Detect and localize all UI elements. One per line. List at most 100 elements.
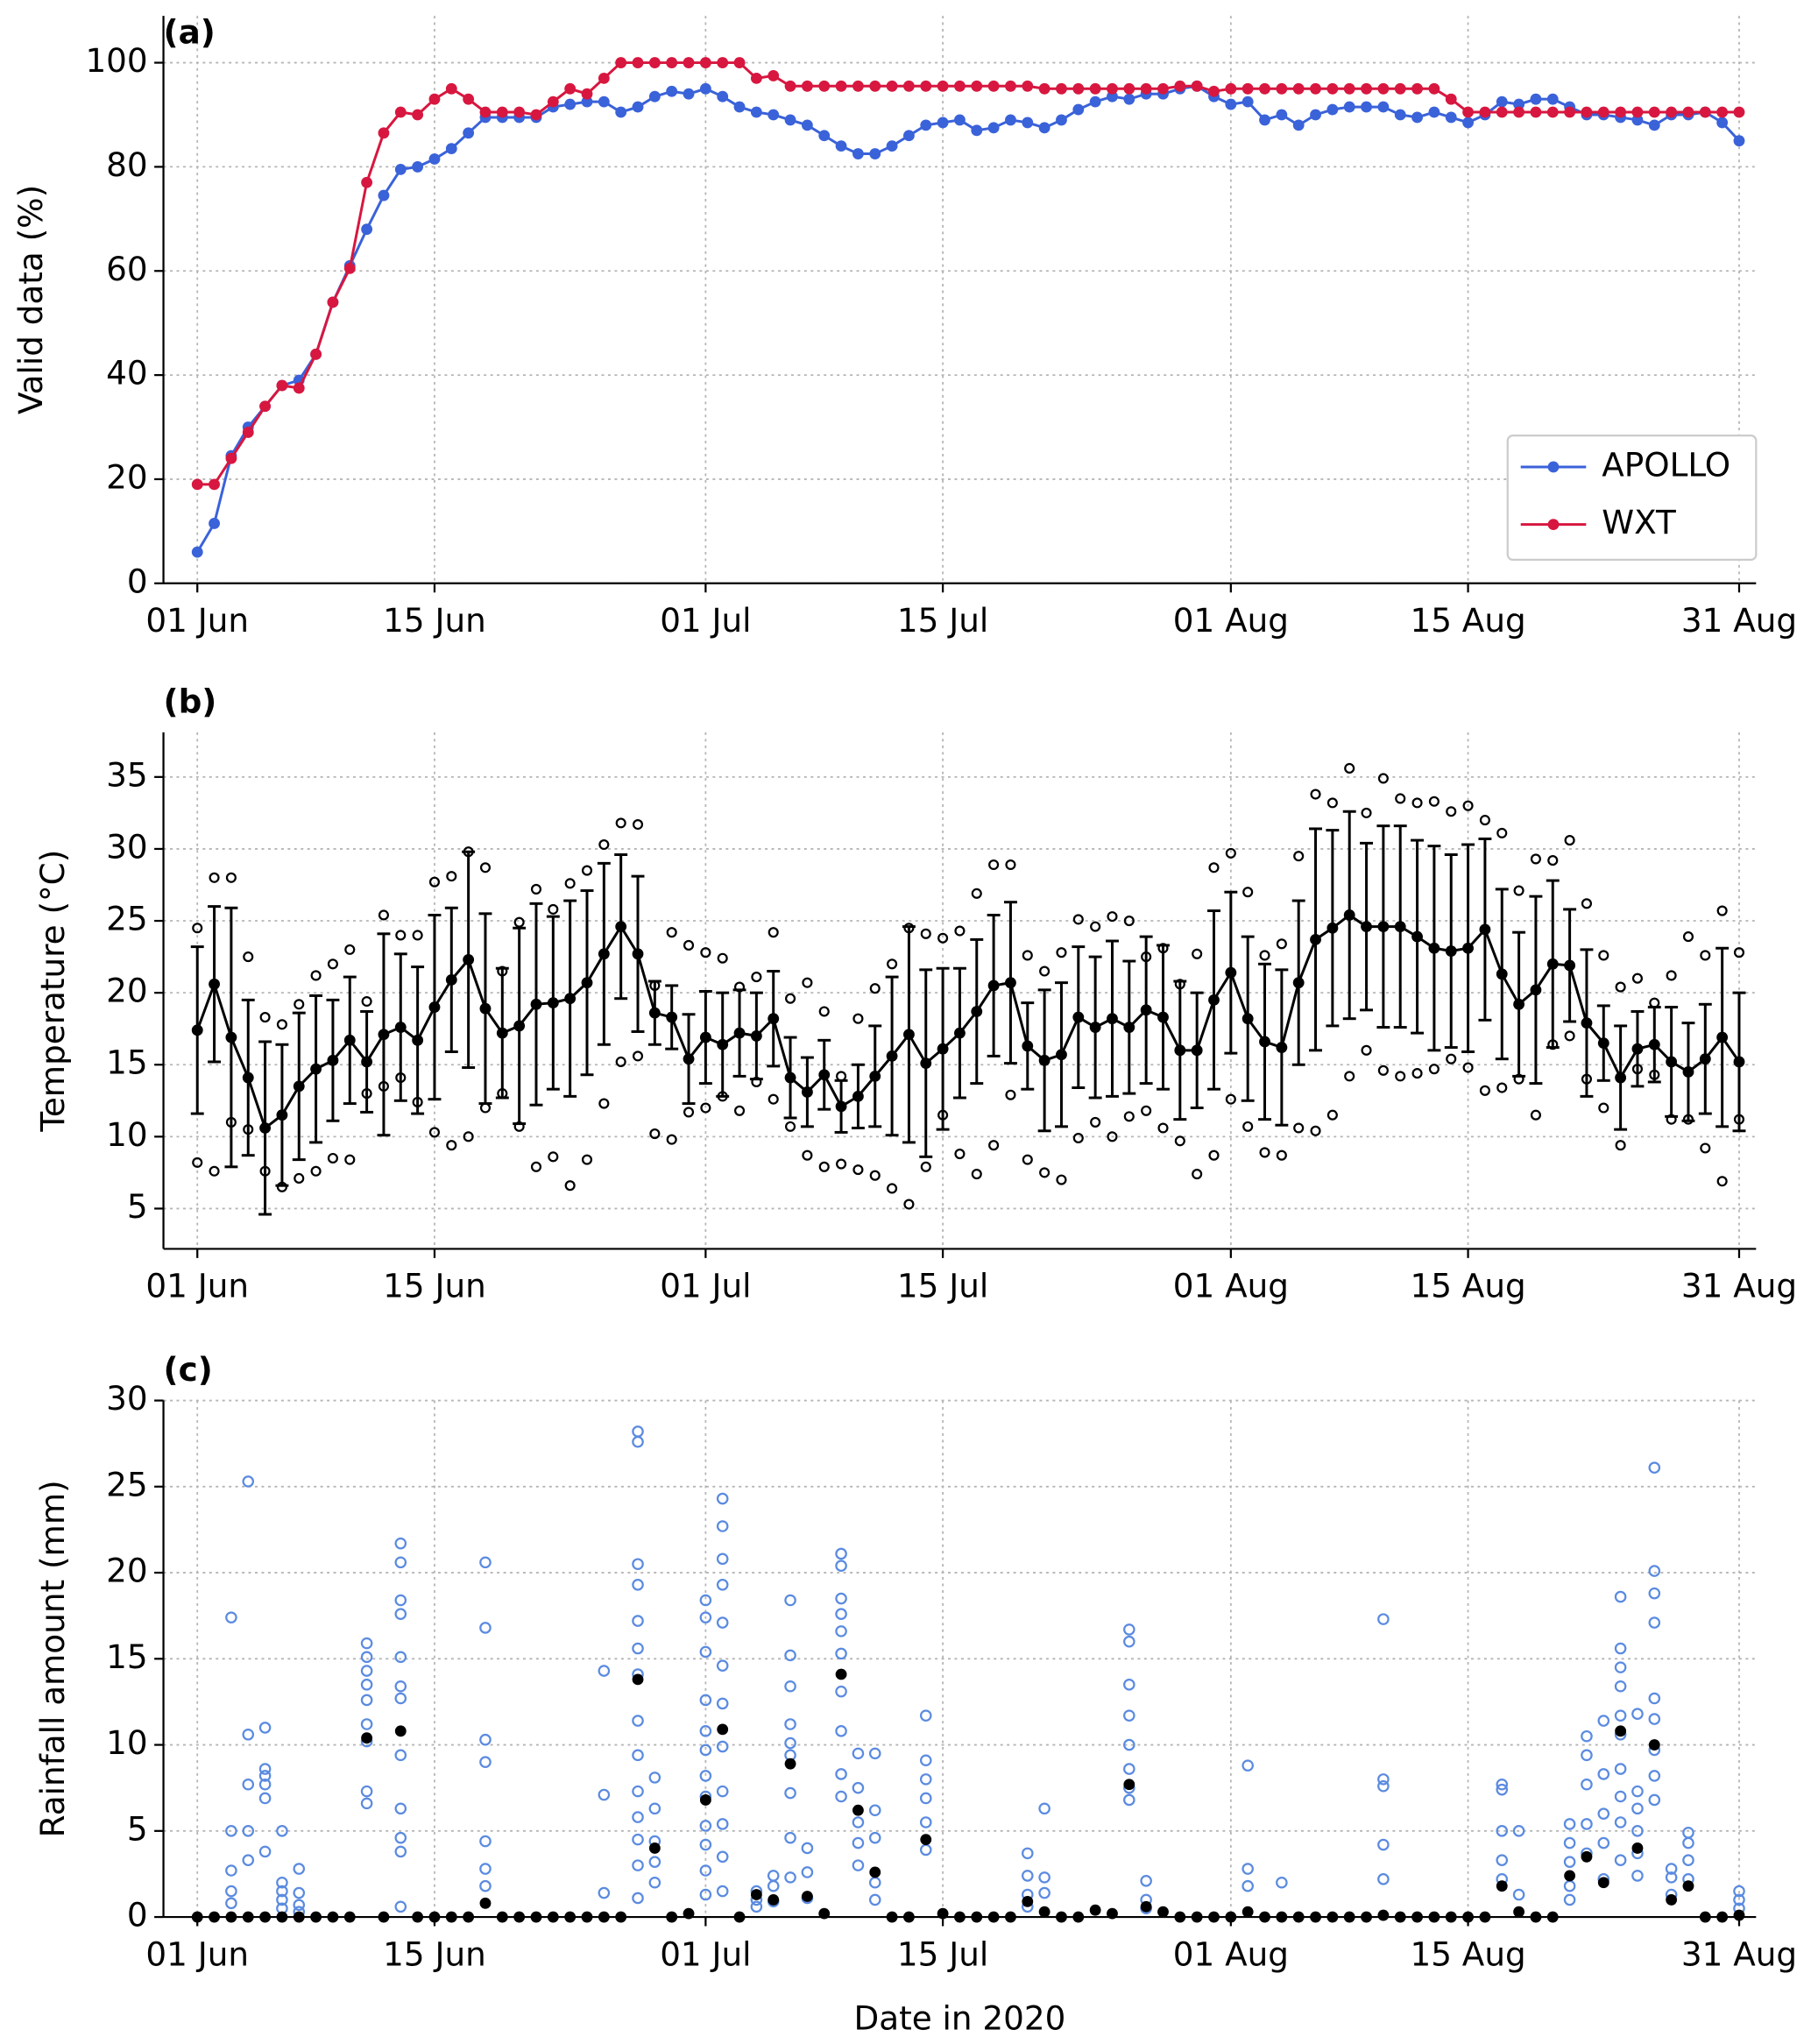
data-point (276, 379, 288, 392)
min-point (243, 1124, 254, 1135)
station-point (699, 1770, 712, 1782)
min-point (1462, 1062, 1474, 1073)
station-point (479, 1556, 492, 1569)
data-point (971, 80, 983, 92)
mean-point (1699, 1911, 1711, 1923)
mean-point (598, 1911, 610, 1923)
x-tick-label: 15 Aug (1410, 1267, 1525, 1305)
data-point (412, 109, 424, 121)
station-point (835, 1625, 847, 1637)
data-point (903, 80, 915, 92)
data-point (327, 296, 339, 308)
data-point (1631, 114, 1644, 126)
data-point (683, 57, 695, 68)
mean-point (1716, 1031, 1729, 1043)
y-tick-label: 35 (106, 755, 147, 794)
data-point (954, 80, 966, 92)
y-tick-label: 20 (106, 1552, 147, 1590)
max-point (225, 872, 237, 883)
max-point (1446, 806, 1457, 817)
data-point (699, 82, 711, 95)
min-point (836, 1158, 847, 1170)
x-tick-label: 15 Jul (897, 1267, 988, 1305)
station-point (835, 1685, 847, 1698)
mean-point (394, 1725, 407, 1737)
min-point (887, 1183, 898, 1194)
mean-point (1564, 959, 1576, 972)
data-point (259, 400, 271, 413)
mean-point (1513, 998, 1525, 1010)
station-point (276, 1825, 288, 1837)
min-point (818, 1161, 830, 1172)
station-point (479, 1733, 492, 1746)
station-point (1563, 1893, 1576, 1906)
data-point (1411, 111, 1423, 124)
station-point (1665, 1863, 1678, 1875)
mean-point (937, 1907, 949, 1920)
max-point (1615, 981, 1626, 993)
mean-point (412, 1911, 424, 1923)
mean-point (479, 1002, 492, 1015)
mean-point (361, 1732, 373, 1744)
mean-point (1276, 1911, 1288, 1923)
station-point (784, 1594, 796, 1607)
min-point (1208, 1149, 1220, 1161)
min-point (1326, 1109, 1338, 1121)
station-point (1665, 1871, 1678, 1884)
station-point (632, 1749, 644, 1762)
mean-point (1072, 1011, 1085, 1023)
max-point (395, 930, 407, 941)
min-point (615, 1056, 626, 1068)
max-point (428, 876, 441, 888)
mean-point (768, 1893, 780, 1906)
max-point (1157, 943, 1169, 954)
mean-point (666, 1911, 678, 1923)
mean-point (1631, 1043, 1644, 1055)
data-point (1733, 135, 1745, 147)
max-point (530, 883, 542, 895)
data-point (445, 143, 457, 155)
data-point (1479, 106, 1491, 118)
station-point (1377, 1779, 1390, 1793)
mean-point (1581, 1017, 1593, 1029)
min-point (1428, 1064, 1440, 1075)
station-point (1614, 1790, 1627, 1803)
station-point (1377, 1838, 1390, 1851)
station-point (699, 1864, 712, 1877)
mean-point (1259, 1911, 1270, 1923)
mean-point (1530, 1911, 1542, 1923)
data-point (1513, 106, 1525, 118)
station-point (258, 1845, 272, 1858)
data-point (1615, 106, 1627, 118)
max-point (615, 817, 626, 829)
data-point (1174, 80, 1186, 92)
mean-point (1615, 1072, 1627, 1084)
station-point (716, 1492, 729, 1505)
data-point (191, 478, 203, 491)
mean-point (225, 1031, 237, 1043)
mean-point (445, 1911, 457, 1923)
min-point (1242, 1121, 1254, 1132)
data-point (835, 140, 847, 152)
station-point (1597, 1836, 1610, 1850)
x-tick-label: 01 Jun (145, 1934, 249, 1973)
min-point (1141, 1105, 1152, 1116)
data-point (1631, 106, 1644, 118)
data-point (920, 80, 932, 92)
data-point (750, 72, 762, 84)
max-point (1090, 921, 1101, 932)
mean-point (1343, 1911, 1355, 1923)
min-point (530, 1161, 542, 1172)
station-point (258, 1792, 272, 1805)
min-point (683, 1107, 695, 1118)
mean-point (191, 1024, 203, 1036)
mean-point (920, 1834, 932, 1846)
max-point (446, 871, 457, 882)
mean-point (750, 1029, 762, 1042)
data-point (683, 88, 695, 100)
mean-point (1361, 921, 1372, 933)
mean-point (1462, 942, 1474, 954)
data-point (1666, 106, 1678, 118)
min-point (1581, 1073, 1592, 1085)
data-point (1699, 106, 1711, 118)
